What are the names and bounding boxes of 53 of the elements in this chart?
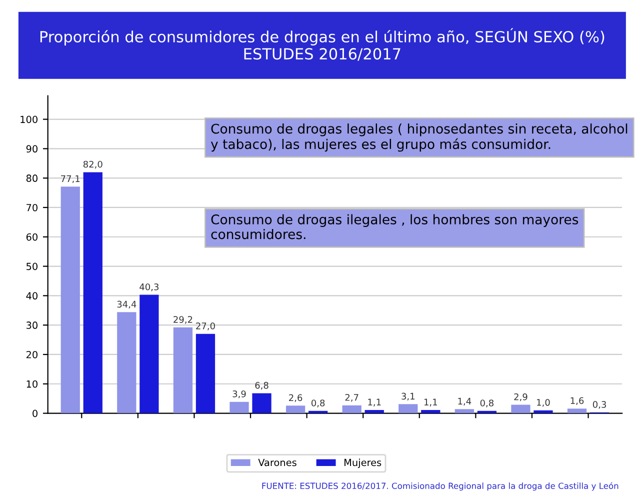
bar xyxy=(286,406,306,414)
bar xyxy=(60,186,80,414)
y-tick-label: 50 xyxy=(26,262,38,270)
data-label: 40,3 xyxy=(140,283,159,292)
bar xyxy=(364,410,384,414)
bar xyxy=(173,327,193,414)
bar xyxy=(398,404,418,414)
annotation: Consumo de drogas legales ( hipnosedantes sin receta, alcohol y tabaco), las mujeres es el grupo más consumidor. xyxy=(210,123,628,152)
annotation: Consumo de drogas ilegales , los hombres son mayores consumidores. xyxy=(211,214,578,240)
y-tick-label: 10 xyxy=(26,380,38,388)
data-label: 1,4 xyxy=(458,398,472,406)
bar xyxy=(567,408,587,414)
legend-label: Mujeres xyxy=(344,458,382,468)
bar xyxy=(83,172,102,414)
bar xyxy=(511,404,530,414)
y-tick-label: 80 xyxy=(26,174,38,182)
y-tick-label: 40 xyxy=(26,292,38,300)
data-label: 6,8 xyxy=(255,382,268,390)
y-tick-label: 100 xyxy=(20,116,38,124)
bar xyxy=(421,410,440,414)
data-label: 82,0 xyxy=(83,160,102,169)
bar xyxy=(454,409,474,414)
legend-label: Varones xyxy=(258,458,296,466)
data-label: 29,2 xyxy=(174,316,192,324)
y-tick-label: 70 xyxy=(26,204,38,212)
bar xyxy=(117,312,136,414)
bar xyxy=(140,294,159,414)
data-label: 1,1 xyxy=(368,398,381,406)
data-label: 3,9 xyxy=(232,390,246,398)
data-label: 34,4 xyxy=(117,300,136,309)
y-tick-label: 60 xyxy=(26,233,38,241)
data-label: 2,6 xyxy=(289,394,302,402)
y-tick-label: 20 xyxy=(26,350,38,358)
data-label: 1,1 xyxy=(424,398,437,406)
data-label: 0,8 xyxy=(311,400,325,408)
data-label: 2,9 xyxy=(514,393,528,402)
bar xyxy=(230,402,249,414)
data-label: 1,6 xyxy=(570,397,584,405)
data-label: 3,1 xyxy=(402,392,414,401)
y-tick-label: 0 xyxy=(32,410,38,418)
data-label: 2,7 xyxy=(345,394,358,402)
data-label: 27,0 xyxy=(196,322,215,330)
y-tick-label: 90 xyxy=(26,145,38,153)
data-label: 0,3 xyxy=(592,401,606,409)
bar xyxy=(342,405,362,414)
source-note: FUENTE: ESTUDES 2016/2017. Comisionado Regional para la droga de Castilla y León xyxy=(262,482,618,491)
data-label: 0,8 xyxy=(480,400,494,408)
data-label: 77,1 xyxy=(61,175,80,183)
y-tick-label: 30 xyxy=(26,322,38,329)
bar xyxy=(196,334,216,414)
chart-title: Proporción de consumidores de drogas en el último año, SEGÚN SEXO (%) ESTUDES 2016/2017 xyxy=(40,28,604,61)
bar xyxy=(252,393,272,414)
data-label: 1,0 xyxy=(537,398,550,407)
